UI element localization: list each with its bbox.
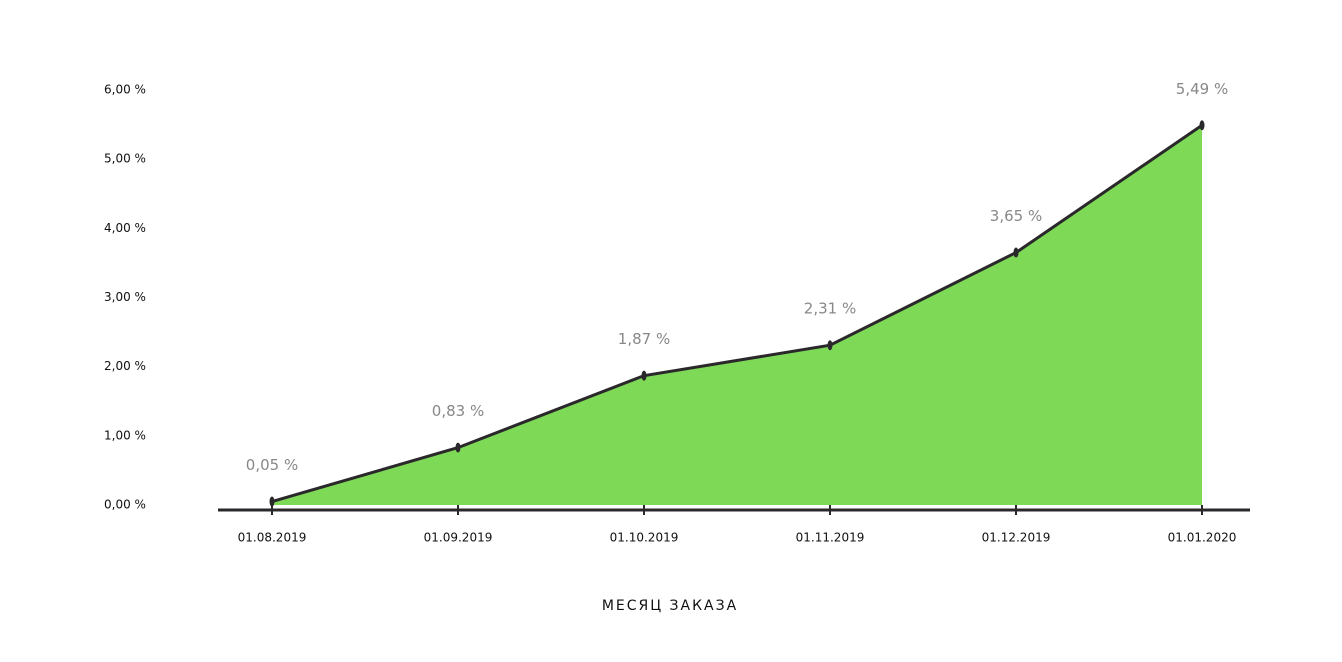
x-tick-label: 01.11.2019 — [796, 531, 865, 545]
value-label: 1,87 % — [618, 330, 670, 348]
y-tick-label: 0,00 % — [104, 498, 146, 512]
point — [269, 496, 275, 507]
x-tick-label: 01.12.2019 — [982, 531, 1051, 545]
value-label: 2,31 % — [804, 300, 856, 318]
point — [1013, 247, 1019, 258]
x-tick-label: 01.10.2019 — [610, 531, 679, 545]
y-tick-label: 2,00 % — [104, 359, 146, 373]
point — [641, 370, 647, 381]
point — [1199, 120, 1205, 131]
point — [827, 340, 833, 351]
x-tick-label: 01.01.2020 — [1168, 531, 1237, 545]
value-label: 0,83 % — [432, 402, 484, 420]
value-label: 5,49 % — [1176, 80, 1228, 98]
area — [272, 125, 1202, 506]
y-tick-label: 1,00 % — [104, 428, 146, 442]
line — [271, 124, 1203, 503]
y-tick-label: 3,00 % — [104, 290, 146, 304]
point — [455, 442, 461, 453]
x-tick-label: 01.08.2019 — [238, 531, 307, 545]
y-tick-label: 5,00 % — [104, 152, 146, 166]
value-label: 0,05 % — [246, 456, 298, 474]
value-label: 3,65 % — [990, 207, 1042, 225]
y-tick-label: 6,00 % — [104, 83, 146, 97]
x-tick-label: 01.09.2019 — [424, 531, 493, 545]
x-axis-title: МЕСЯЦ ЗАКАЗА — [602, 598, 738, 614]
y-tick-label: 4,00 % — [104, 221, 146, 235]
